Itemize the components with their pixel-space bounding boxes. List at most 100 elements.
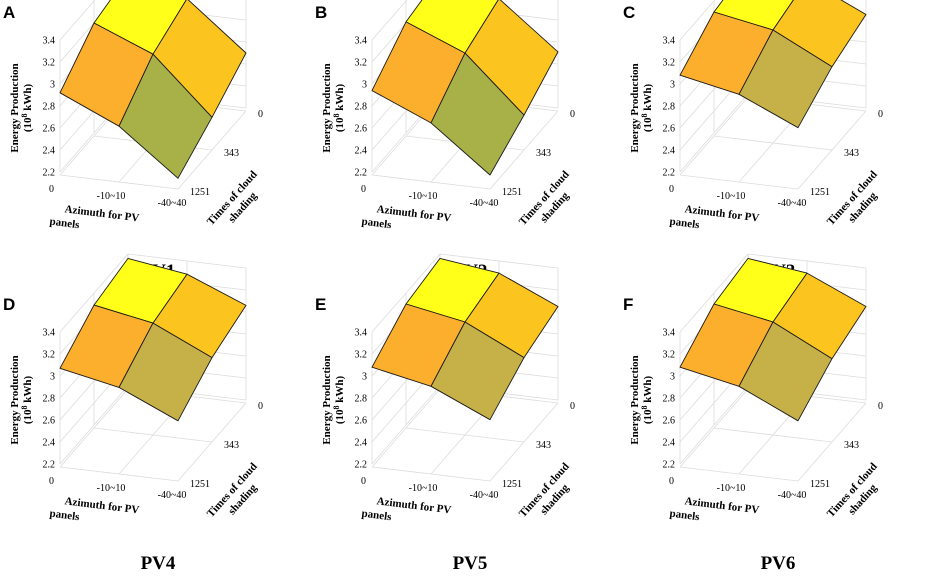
panel-letter: F	[623, 295, 633, 314]
z-axis-title-line1: Energy Production	[321, 63, 333, 152]
x-tick-label: -10~10	[97, 483, 126, 494]
z-axis-title-line1: Energy Production	[629, 63, 641, 152]
y-axis-title: Times of cloudshading	[825, 169, 880, 228]
y-axis-title-text: Times of cloudshading	[517, 461, 582, 530]
y-axis-title-text: Times of cloudshading	[517, 169, 582, 238]
z-tick-label: 2.2	[663, 168, 676, 179]
z-tick-label: 2.6	[663, 124, 676, 135]
panel-letter: B	[315, 3, 327, 22]
x-tick-label: 0	[669, 476, 674, 487]
z-tick-label: 2.8	[43, 394, 56, 405]
z-axis-title: Energy Production (108 kWh)	[629, 63, 654, 152]
panel-letter: C	[623, 3, 635, 22]
panel-letter: E	[315, 295, 326, 314]
z-tick-label: 2.6	[663, 416, 676, 427]
pv-title: PV4	[141, 553, 176, 574]
y-tick-label: 0	[258, 109, 263, 120]
x-tick-label: -40~40	[470, 490, 499, 501]
z-tick-label: 2.8	[355, 102, 368, 113]
pv-title: PV6	[761, 553, 796, 574]
surface-facet-az1-cloud1	[738, 29, 833, 129]
z-axis-title-line1: Energy Production	[9, 63, 21, 152]
z-tick-label: 2.4	[355, 146, 368, 157]
y-tick-label: 0	[878, 109, 883, 120]
y-tick-label: 343	[536, 148, 551, 159]
z-tick-label: 3.2	[43, 350, 56, 361]
y-axis-title: Times of cloudshading	[517, 169, 582, 238]
z-tick-label: 2.6	[355, 124, 368, 135]
y-tick-label: 0	[878, 401, 883, 412]
z-tick-label: 2.4	[43, 438, 56, 449]
chart-panel-f: 2.2 2.4 2.6 2.8 3 3.2 3.4 0 -10~10 -40~40 0 343 1251…	[623, 253, 883, 574]
y-axis-title: Times of cloudshading	[517, 461, 582, 530]
y-axis-title-text: Times of cloudshading	[205, 169, 270, 238]
y-tick-label: 343	[224, 148, 239, 159]
y-axis-title: Times of cloudshading	[205, 169, 270, 238]
x-tick-label: -40~40	[158, 490, 187, 501]
x-axis-title-text: Azimuth for PVpanels	[669, 494, 760, 531]
z-tick-label: 3.2	[663, 350, 676, 361]
z-axis-title-unit: (108 kWh)	[640, 84, 654, 133]
y-tick-label: 1251	[190, 187, 210, 198]
z-axis-title-line1: Energy Production	[629, 355, 641, 444]
y-tick-label: 343	[844, 440, 859, 451]
x-tick-label: -40~40	[778, 198, 807, 209]
z-axis-title-unit: (108 kWh)	[640, 376, 654, 425]
z-tick-label: 2.2	[43, 168, 56, 179]
y-tick-label: 1251	[502, 479, 522, 490]
y-tick-label: 0	[258, 401, 263, 412]
x-tick-label: -10~10	[717, 191, 746, 202]
z-tick-label: 3.2	[355, 58, 368, 69]
y-tick-label: 1251	[502, 187, 522, 198]
z-tick-label: 3.2	[663, 58, 676, 69]
y-tick-label: 1251	[190, 479, 210, 490]
panel-letter: A	[3, 3, 15, 22]
chart-panel-a: 2.2 2.4 2.6 2.8 3 3.2 3.4 0 -10~10 -40~40 0 343 1251…	[3, 0, 270, 282]
z-tick-label: 3	[50, 80, 55, 91]
z-tick-label: 3.4	[43, 36, 56, 47]
surface-facet-az1-cloud1	[118, 322, 213, 422]
z-tick-label: 3	[362, 80, 367, 91]
x-axis-title: Azimuth for PVpanels	[669, 494, 760, 531]
z-tick-label: 2.8	[43, 102, 56, 113]
z-axis-title-unit: (108 kWh)	[332, 84, 346, 133]
chart-panel-b: 2.2 2.4 2.6 2.8 3 3.2 3.4 0 -10~10 -40~40 0 343 1251…	[315, 0, 582, 282]
x-axis-title: Azimuth for PVpanels	[49, 203, 140, 231]
z-tick-label: 3	[362, 372, 367, 383]
z-tick-label: 3	[50, 372, 55, 383]
x-axis-title-text: Azimuth for PVpanels	[49, 494, 140, 531]
x-tick-label: 0	[361, 184, 366, 195]
z-axis-title: Energy Production (108 kWh)	[629, 355, 654, 444]
z-tick-label: 3.4	[355, 328, 368, 339]
z-axis-title: Energy Production (108 kWh)	[321, 63, 346, 152]
z-tick-label: 2.6	[43, 416, 56, 427]
y-tick-label: 1251	[810, 187, 830, 198]
y-tick-label: 343	[844, 148, 859, 159]
z-tick-label: 2.2	[355, 460, 368, 471]
z-tick-label: 2.4	[663, 438, 676, 449]
surface-facet-az1-cloud1	[118, 53, 213, 179]
z-axis-title-unit: (108 kWh)	[20, 84, 34, 133]
z-axis-title: Energy Production (108 kWh)	[9, 355, 34, 444]
panel-letter: D	[3, 295, 15, 314]
x-tick-label: -10~10	[97, 191, 126, 202]
x-tick-label: 0	[669, 184, 674, 195]
chart-panel-d: 2.2 2.4 2.6 2.8 3 3.2 3.4 0 -10~10 -40~40 0 343 1251…	[3, 253, 270, 574]
y-axis-title-text: Times of cloudshading	[205, 461, 270, 530]
z-axis-title-line1: Energy Production	[9, 355, 21, 444]
z-tick-label: 2.6	[43, 124, 56, 135]
y-axis-title: Times of cloudshading	[825, 461, 880, 520]
x-tick-label: -40~40	[778, 490, 807, 501]
z-axis-title: Energy Production (108 kWh)	[9, 63, 34, 152]
z-tick-label: 2.8	[355, 394, 368, 405]
y-axis-title: Times of cloudshading	[205, 461, 270, 530]
y-tick-label: 343	[224, 440, 239, 451]
surface-facet-az1-cloud1	[738, 321, 833, 422]
x-axis-title-text: Azimuth for PVpanels	[669, 202, 760, 239]
z-tick-label: 2.2	[663, 460, 676, 471]
z-tick-label: 2.2	[355, 168, 368, 179]
z-tick-label: 2.2	[43, 460, 56, 471]
z-tick-label: 2.8	[663, 394, 676, 405]
z-tick-label: 3.2	[355, 350, 368, 361]
z-tick-label: 3.4	[663, 36, 676, 47]
